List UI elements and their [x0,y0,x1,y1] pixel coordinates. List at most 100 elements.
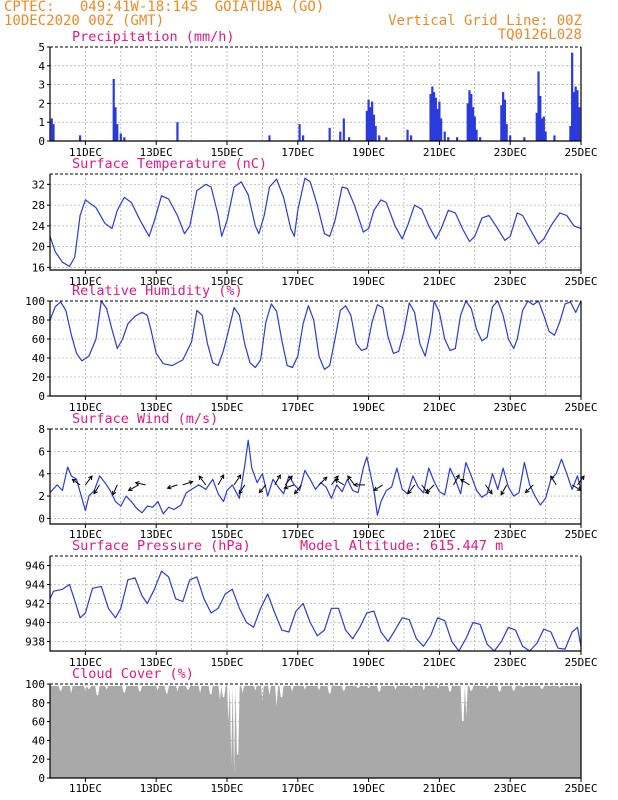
wind-vector-head [334,475,339,481]
precip-bar [298,124,301,141]
wind-vector [112,484,118,495]
header-grid-note: Vertical Grid Line: 00Z [388,13,582,29]
precip-bar [569,125,572,141]
y-tick-label: 20 [32,753,45,766]
x-tick-label: 25DEC [564,275,597,288]
precip-bar [268,135,271,141]
x-tick-label: 13DEC [140,146,173,159]
x-tick-label: 15DEC [210,528,243,541]
y-tick-label: 100 [25,295,45,308]
header-model-id: TQ0126L028 [497,27,582,43]
precip-bar [371,101,374,141]
y-tick-label: 28 [32,199,45,212]
precip-bar [539,95,542,141]
wind-vector-head [198,475,204,481]
wind-vector-head [373,486,378,491]
wind-vector-head [188,480,194,485]
pressure-line [49,570,582,652]
wind-vector [135,482,146,486]
frame [49,684,582,779]
x-tick-label: 15DEC [210,275,243,288]
precip-bar [50,118,53,141]
x-tick-label: 21DEC [423,656,456,669]
wind-vector [274,474,281,486]
precip-bar [385,137,388,141]
wind-vector-head [459,478,465,484]
x-tick-label: 23DEC [494,782,527,795]
wind-vector [485,484,493,494]
x-tick-label: 19DEC [352,401,385,414]
x-tick-label: 17DEC [281,528,314,541]
precip-bar [475,129,478,141]
wind-vector-head [322,476,328,482]
wind-vector [318,476,328,486]
wind-vector [571,484,582,491]
precipitation-title: Precipitation (mm/h) [72,29,235,45]
wind-vector [198,475,207,486]
precip-bar [473,116,476,141]
x-tick-label: 15DEC [210,146,243,159]
precip-bar [456,137,459,141]
wind-vector-head [294,489,299,495]
precip-bar [342,118,345,141]
x-tick-label: 23DEC [494,146,527,159]
precip-bar [434,97,437,141]
wind-vector [331,475,339,486]
precip-bar [78,135,82,141]
y-tick-label: 32 [32,178,45,191]
y-tick-label: 20 [32,371,45,384]
wind-vector [238,484,246,494]
precip-bar [502,92,505,141]
precip-bar [348,137,351,141]
wind-vector [72,478,81,486]
precip-bar [572,92,576,141]
y-tick-label: 3 [38,79,45,92]
x-tick-label: 13DEC [140,656,173,669]
frame [49,174,582,271]
y-tick-label: 2 [38,97,45,110]
x-tick-label: 19DEC [352,146,385,159]
y-tick-label: 0 [38,390,45,403]
y-tick-label: 80 [32,697,45,710]
wind-vector-head [353,482,358,488]
x-tick-label: 11DEC [69,401,102,414]
wind-vector [334,478,345,486]
wind-vector-head [488,489,493,495]
wind-vector-head [580,475,585,481]
humidity-title: Relative Humidity (%) [72,283,243,299]
precip-bar [302,135,305,141]
precip-bar [500,105,503,141]
precipitation-panel [47,46,582,145]
wind-vector-head [238,489,243,495]
x-tick-label: 13DEC [140,275,173,288]
wind-vector-head [425,488,431,494]
x-tick-label: 15DEC [210,656,243,669]
wind-vector-head [71,478,77,484]
pressure-panel [47,555,582,655]
pressure-title: Surface Pressure (hPa) [72,538,251,554]
precip-bar [535,112,538,141]
wind-vector [347,475,355,486]
humidity-panel [47,300,582,400]
x-tick-label: 21DEC [423,146,456,159]
y-tick-label: 24 [32,220,46,233]
temperature-title: Surface Temperature (nC) [72,156,267,172]
wind-vector [460,478,470,486]
x-tick-label: 15DEC [210,782,243,795]
frame [49,47,582,142]
precip-bar [438,101,441,141]
header-run-date: 10DEC2020 00Z (GMT) [4,13,165,29]
wind-vector [525,484,534,493]
precip-bar [328,127,331,141]
y-tick-label: 60 [32,716,45,729]
wind-vector-head [407,489,412,495]
precip-bar [447,137,450,141]
y-tick-label: 938 [25,636,45,649]
x-tick-label: 17DEC [281,146,314,159]
wind-vector-head [93,489,98,495]
precip-bar [372,114,376,141]
wind-vector [500,484,508,496]
precip-bar [339,131,342,141]
precip-bar [431,86,434,141]
precip-bar [471,107,475,141]
